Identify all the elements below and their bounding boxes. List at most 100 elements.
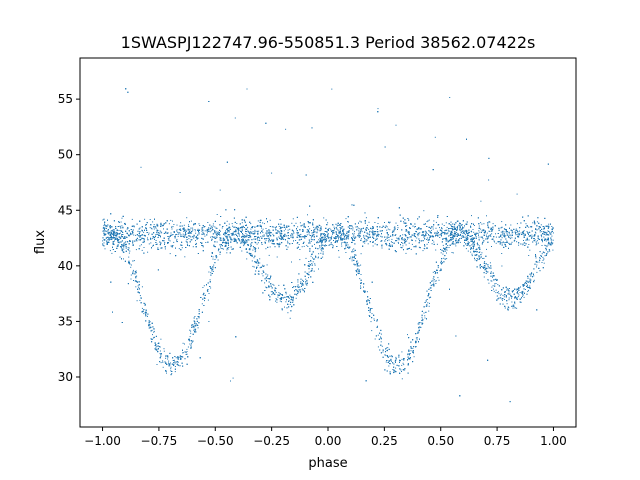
data-point (226, 220, 228, 222)
data-point (547, 244, 549, 246)
data-point (194, 223, 195, 225)
data-point (466, 232, 468, 234)
data-point (428, 297, 430, 299)
data-point (118, 221, 120, 222)
data-point (532, 222, 534, 224)
data-point (177, 231, 179, 233)
data-point (297, 226, 299, 228)
data-point (189, 339, 190, 341)
data-point (516, 233, 518, 235)
data-point (258, 225, 260, 227)
data-point (350, 256, 352, 258)
data-point (168, 223, 170, 225)
data-point (397, 238, 399, 240)
data-point (440, 252, 442, 254)
data-point (299, 222, 301, 224)
data-point (510, 243, 512, 245)
data-point (263, 223, 265, 225)
data-point (215, 227, 217, 229)
data-point (374, 240, 376, 241)
data-point (345, 218, 347, 220)
data-point (305, 257, 307, 259)
data-point (320, 249, 322, 251)
data-point (135, 286, 137, 288)
data-point (195, 242, 197, 244)
data-point (160, 338, 162, 340)
data-point (333, 229, 335, 231)
data-point (394, 226, 396, 228)
data-point (479, 251, 481, 253)
data-point (359, 278, 361, 280)
data-point (368, 315, 370, 316)
data-point (475, 234, 476, 236)
data-point (433, 279, 435, 281)
data-point (445, 240, 447, 242)
data-point (454, 229, 456, 230)
data-point (267, 237, 269, 239)
data-point (160, 362, 162, 364)
data-point (220, 237, 222, 239)
data-point (459, 238, 460, 240)
data-point (121, 234, 123, 236)
data-point (389, 221, 391, 223)
data-point (111, 252, 113, 254)
data-point (190, 220, 192, 222)
data-point (358, 270, 360, 272)
data-point (187, 229, 189, 231)
data-point (265, 286, 267, 288)
data-point (524, 284, 526, 286)
data-point (180, 222, 182, 224)
data-point (243, 240, 245, 242)
data-point (246, 258, 248, 260)
data-point (421, 320, 423, 321)
data-point (168, 237, 170, 239)
data-point (516, 307, 518, 309)
data-point (536, 271, 538, 273)
data-point (529, 285, 531, 287)
data-point (420, 322, 422, 324)
data-point (525, 243, 527, 245)
data-point (179, 192, 181, 193)
data-point (493, 288, 494, 290)
data-point (268, 286, 270, 288)
data-point (223, 242, 225, 244)
data-point (386, 236, 388, 238)
data-point (118, 242, 120, 244)
data-point (550, 242, 552, 244)
data-point (303, 241, 305, 243)
data-point (216, 227, 218, 229)
data-point (284, 306, 285, 308)
data-point (364, 242, 366, 244)
data-point (531, 237, 533, 239)
data-point (186, 353, 188, 355)
data-point (484, 261, 486, 263)
data-point (528, 289, 529, 291)
data-point (222, 248, 224, 250)
data-point (548, 223, 550, 225)
data-point (219, 239, 221, 241)
data-point (189, 336, 191, 338)
data-point (445, 248, 447, 250)
data-point (377, 233, 379, 235)
data-point (144, 218, 146, 220)
data-point (132, 271, 134, 273)
data-point (316, 232, 318, 234)
data-point (543, 236, 545, 238)
data-point (253, 238, 255, 240)
data-point (214, 236, 216, 238)
data-point (478, 239, 480, 241)
data-point (480, 236, 482, 238)
data-point (512, 307, 514, 309)
data-point (170, 368, 172, 370)
data-point (512, 231, 514, 233)
data-point (424, 248, 426, 250)
data-point (420, 326, 422, 328)
data-point (168, 360, 170, 362)
data-point (488, 282, 490, 284)
data-point (461, 230, 463, 232)
data-point (424, 235, 426, 237)
data-point (369, 233, 371, 235)
data-point (211, 239, 212, 241)
data-point (250, 223, 252, 225)
data-point (176, 361, 178, 363)
